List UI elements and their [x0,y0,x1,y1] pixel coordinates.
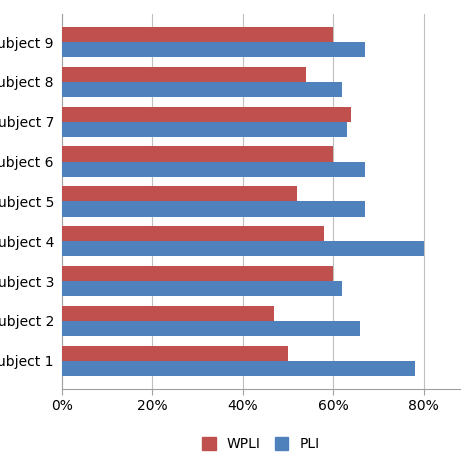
Bar [62,321,360,336]
Legend: WPLI, PLI: WPLI, PLI [198,433,324,456]
Bar [62,266,333,281]
Bar [62,226,324,241]
Bar [62,162,365,177]
Bar [62,241,424,256]
Bar [62,67,306,82]
Bar [62,107,351,122]
Bar [62,361,415,376]
Bar [62,346,288,361]
Bar [62,42,365,57]
Bar [62,186,297,201]
Bar [62,27,333,42]
Bar [62,122,346,137]
Bar [62,281,342,296]
Bar [62,306,274,321]
Bar [62,146,333,162]
Bar [62,201,365,217]
Bar [62,82,342,97]
